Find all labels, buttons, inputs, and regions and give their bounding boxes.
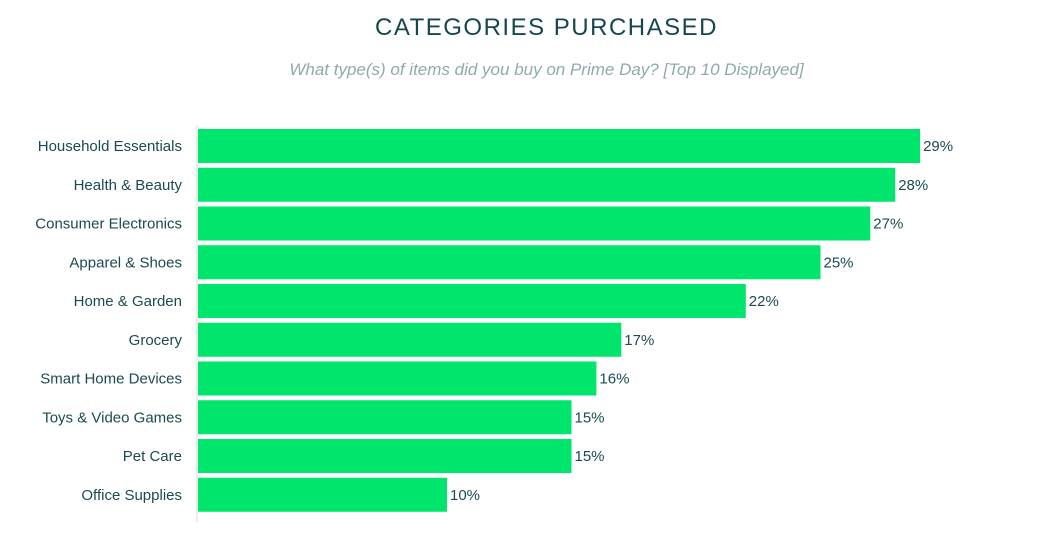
value-label: 29% [923,138,953,155]
bar [198,477,447,512]
chart-subtitle: What type(s) of items did you buy on Pri… [289,60,804,79]
category-label: Grocery [129,332,183,349]
category-label: Household Essentials [38,138,182,155]
value-label: 16% [599,371,629,388]
bar [198,439,572,473]
category-label: Health & Beauty [74,177,183,194]
category-label: Consumer Electronics [35,216,182,233]
bar [198,322,622,357]
value-label: 25% [824,254,854,271]
category-label: Office Supplies [81,487,182,504]
bar [198,400,572,435]
bar [198,245,821,280]
value-label: 27% [873,216,903,233]
category-label: Home & Garden [74,293,182,310]
category-label: Pet Care [123,448,182,465]
value-label: 15% [575,409,605,426]
value-label: 17% [624,332,654,349]
category-label: Toys & Video Games [42,409,182,426]
value-label: 10% [450,487,480,504]
bar [198,167,896,202]
bar [198,129,921,163]
value-label: 22% [749,293,779,310]
chart-title: CATEGORIES PURCHASED [375,14,718,41]
bar [198,361,597,396]
bar [198,206,871,241]
bar [198,284,746,318]
value-label: 15% [575,448,605,465]
value-label: 28% [898,177,928,194]
category-label: Smart Home Devices [40,371,182,388]
category-label: Apparel & Shoes [69,254,182,271]
